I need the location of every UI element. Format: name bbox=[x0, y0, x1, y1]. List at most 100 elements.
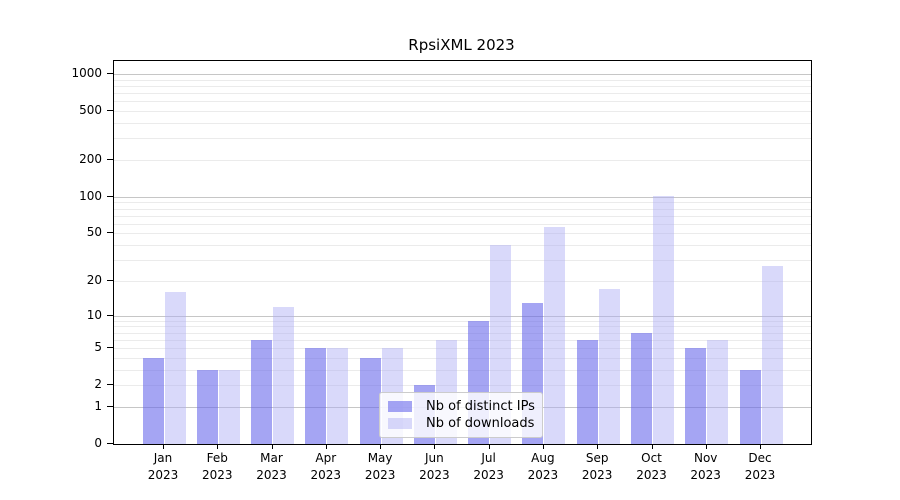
gridline-minor bbox=[114, 320, 811, 322]
gridline-minor bbox=[114, 111, 811, 113]
x-tick-label: Oct 2023 bbox=[636, 451, 667, 482]
x-tick-label: Jun 2023 bbox=[419, 451, 450, 482]
x-tick-mark bbox=[597, 444, 599, 449]
gridline-minor bbox=[114, 348, 811, 349]
bar bbox=[761, 265, 783, 444]
gridline-minor bbox=[114, 281, 811, 282]
x-tick-label: Nov 2023 bbox=[690, 451, 721, 482]
bar bbox=[739, 369, 761, 444]
x-tick-mark bbox=[163, 444, 164, 449]
gridline-minor bbox=[114, 123, 811, 124]
bar bbox=[631, 332, 652, 444]
bar bbox=[305, 348, 327, 444]
x-tick-label: Mar 2023 bbox=[256, 451, 287, 482]
y-tick-label: 5 bbox=[94, 340, 102, 354]
x-tick-mark bbox=[488, 444, 490, 449]
gridline-minor bbox=[114, 93, 811, 95]
x-tick-mark bbox=[325, 444, 327, 449]
bar bbox=[164, 292, 186, 444]
x-tick-mark bbox=[760, 444, 761, 449]
bar bbox=[142, 357, 164, 444]
x-tick-label: Jan 2023 bbox=[147, 451, 179, 482]
bar bbox=[359, 357, 381, 444]
legend-label-distinct-ips: Nb of distinct IPs bbox=[426, 399, 535, 414]
legend-item-downloads: Nb of downloads bbox=[388, 415, 534, 432]
y-tick-mark bbox=[107, 384, 113, 386]
legend: Nb of distinct IPs Nb of downloads bbox=[379, 392, 543, 438]
gridline-minor bbox=[114, 101, 811, 103]
x-tick-label: Dec 2023 bbox=[744, 451, 776, 482]
gridline-minor bbox=[114, 233, 811, 235]
y-tick-label: 20 bbox=[86, 273, 102, 287]
y-tick-label: 2 bbox=[94, 377, 102, 392]
y-tick-label: 0 bbox=[94, 436, 102, 450]
legend-swatch-downloads bbox=[388, 418, 412, 429]
bar bbox=[544, 226, 566, 444]
bar bbox=[273, 306, 294, 444]
x-tick-mark bbox=[705, 444, 707, 449]
x-tick-mark bbox=[217, 444, 219, 449]
x-tick-label: Apr 2023 bbox=[310, 451, 342, 482]
x-tick-label: Aug 2023 bbox=[527, 451, 559, 482]
bar bbox=[598, 289, 620, 444]
y-tick-mark bbox=[107, 405, 113, 407]
gridline-minor bbox=[114, 208, 811, 210]
y-tick-mark bbox=[107, 347, 113, 348]
y-tick-mark bbox=[107, 159, 113, 160]
gridline-minor bbox=[114, 223, 811, 225]
bar bbox=[685, 348, 707, 444]
gridline-minor bbox=[114, 202, 811, 204]
gridline-minor bbox=[114, 86, 811, 87]
gridline-minor bbox=[114, 260, 811, 262]
x-tick-label: Sep 2023 bbox=[581, 451, 613, 482]
y-tick-label: 1 bbox=[94, 398, 102, 413]
y-tick-mark bbox=[107, 443, 113, 444]
bar bbox=[196, 369, 218, 444]
x-tick-mark bbox=[271, 444, 273, 449]
bar bbox=[251, 339, 272, 444]
gridline-minor bbox=[114, 326, 811, 328]
x-tick-mark bbox=[542, 444, 544, 449]
bar bbox=[327, 348, 349, 444]
gridline-minor bbox=[114, 138, 811, 140]
gridline-minor bbox=[114, 332, 811, 334]
plot-area bbox=[113, 60, 812, 445]
chart-title: RpsiXML 2023 bbox=[408, 36, 515, 54]
y-tick-label: 50 bbox=[86, 225, 102, 240]
gridline-minor bbox=[114, 339, 811, 341]
y-tick-label: 200 bbox=[79, 152, 102, 166]
y-tick-label: 1000 bbox=[71, 66, 102, 80]
x-tick-mark bbox=[380, 444, 382, 449]
gridline-minor bbox=[114, 245, 811, 247]
x-tick-mark bbox=[651, 444, 653, 449]
gridline-minor bbox=[114, 357, 811, 359]
y-tick-mark bbox=[107, 110, 113, 112]
legend-label-downloads: Nb of downloads bbox=[426, 416, 535, 431]
gridline-major bbox=[114, 74, 811, 75]
gridline-minor bbox=[114, 385, 811, 387]
x-tick-label: Feb 2023 bbox=[202, 451, 233, 482]
y-tick-mark bbox=[107, 314, 113, 316]
legend-item-distinct-ips: Nb of distinct IPs bbox=[388, 398, 535, 415]
x-tick-mark bbox=[434, 444, 436, 449]
x-tick-label: May 2023 bbox=[364, 451, 396, 482]
y-tick-mark bbox=[107, 73, 113, 74]
y-tick-label: 100 bbox=[79, 188, 102, 203]
bar bbox=[653, 196, 674, 444]
bar bbox=[576, 339, 598, 444]
gridline-minor bbox=[114, 79, 811, 81]
legend-swatch-distinct-ips bbox=[388, 401, 412, 412]
x-tick-label: Jul 2023 bbox=[473, 451, 504, 482]
gridline-minor bbox=[114, 215, 811, 217]
gridline-minor bbox=[114, 160, 811, 161]
y-tick-mark bbox=[107, 232, 113, 234]
gridline-major bbox=[114, 315, 811, 317]
gridline-major bbox=[114, 196, 811, 198]
y-tick-mark bbox=[107, 195, 113, 197]
y-tick-label: 500 bbox=[79, 103, 102, 118]
y-tick-label: 10 bbox=[86, 307, 102, 322]
y-tick-mark bbox=[107, 280, 113, 281]
bar bbox=[218, 369, 240, 444]
gridline-minor bbox=[114, 369, 811, 371]
